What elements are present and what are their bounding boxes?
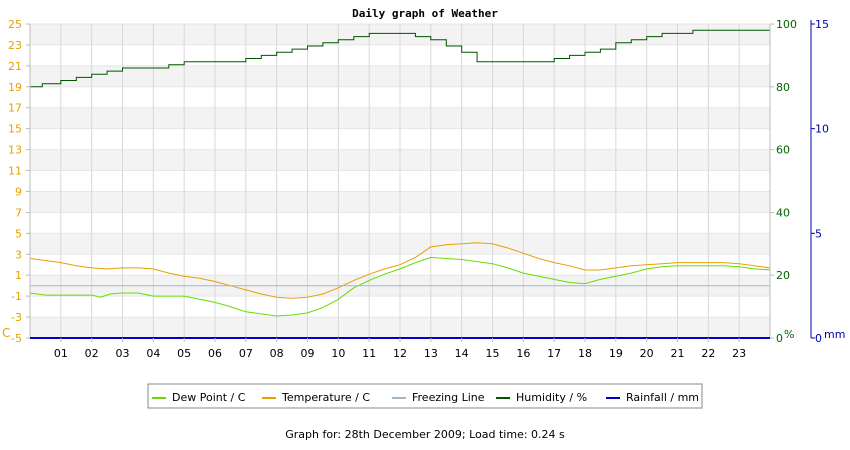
left-tick-label: -1 [11, 290, 22, 303]
x-tick-label: 08 [270, 347, 284, 360]
x-tick-label: 03 [116, 347, 130, 360]
rain-tick-label: 0 [815, 332, 822, 345]
left-tick-label: -5 [11, 332, 22, 345]
x-axis-ticks: 01 02 03 04 05 06 07 08 09 10 11 12 13 14 15 16 17 18 19 20… [54, 338, 746, 360]
humidity-axis-unit: % [784, 328, 794, 341]
series-line-humidity [30, 29, 770, 88]
footer-prefix: Graph for: [285, 428, 345, 441]
humidity-tick-label: 100 [776, 18, 797, 31]
legend-label: Temperature / C [281, 391, 370, 404]
x-tick-label: 21 [671, 347, 685, 360]
x-tick-label: 23 [732, 347, 746, 360]
left-tick-label: 3 [15, 248, 22, 261]
left-tick-label: 7 [15, 206, 22, 219]
footer-status: Graph for: 28th December 2009; Load time… [0, 428, 850, 441]
left-tick-label: 17 [8, 102, 22, 115]
left-axis-ticks: 25 23 21 19 17 15 13 11 9 7 5 3 1 -1 -3 -5 [8, 18, 30, 345]
left-tick-label: 9 [15, 185, 22, 198]
x-tick-label: 14 [455, 347, 469, 360]
rain-tick-label: 10 [815, 123, 829, 136]
humidity-axis-ticks: 100 80 60 40 20 0 [770, 18, 797, 345]
humidity-tick-label: 80 [776, 81, 790, 94]
humidity-tick-label: 20 [776, 269, 790, 282]
legend-label: Freezing Line [412, 391, 485, 404]
series-line-temperature-c [29, 242, 771, 299]
x-tick-label: 19 [609, 347, 623, 360]
x-tick-label: 01 [54, 347, 68, 360]
footer-sep: ; Load time: [461, 428, 532, 441]
x-tick-label: 22 [701, 347, 715, 360]
x-tick-label: 16 [516, 347, 530, 360]
rain-axis-unit: mm [824, 328, 845, 341]
x-tick-label: 09 [301, 347, 315, 360]
legend-label: Dew Point / C [172, 391, 246, 404]
x-tick-label: 13 [424, 347, 438, 360]
x-tick-label: 15 [486, 347, 500, 360]
legend-label: Rainfall / mm [626, 391, 699, 404]
x-tick-label: 04 [146, 347, 160, 360]
footer-load-time: 0.24 s [531, 428, 565, 441]
left-tick-label: 21 [8, 60, 22, 73]
left-tick-label: -3 [11, 311, 22, 324]
gridlines [30, 23, 770, 339]
left-tick-label: 19 [8, 81, 22, 94]
left-tick-label: 5 [15, 227, 22, 240]
x-tick-label: 11 [362, 347, 376, 360]
humidity-tick-label: 60 [776, 144, 790, 157]
left-tick-label: 1 [15, 269, 22, 282]
left-tick-label: 15 [8, 123, 22, 136]
left-tick-label: 25 [8, 18, 22, 31]
x-tick-label: 05 [177, 347, 191, 360]
x-tick-label: 12 [393, 347, 407, 360]
x-tick-label: 20 [640, 347, 654, 360]
x-tick-label: 17 [547, 347, 561, 360]
rain-tick-label: 15 [815, 18, 829, 31]
axis-unit-labels: C% mm [2, 326, 845, 341]
legend: Dew Point / C Temperature / C Freezing Lin… [147, 383, 703, 409]
humidity-tick-label: 0 [776, 332, 783, 345]
humidity-tick-label: 40 [776, 206, 790, 219]
left-tick-label: 13 [8, 144, 22, 157]
rain-tick-label: 5 [815, 227, 822, 240]
left-axis-unit: C [2, 326, 10, 340]
x-tick-label: 06 [208, 347, 222, 360]
chart-title: Daily graph of Weather [352, 7, 498, 20]
left-tick-label: 23 [8, 39, 22, 52]
footer-date: 28th December 2009 [344, 428, 462, 441]
series-line-dew-point-c [29, 256, 771, 317]
x-tick-label: 07 [239, 347, 253, 360]
x-tick-label: 18 [578, 347, 592, 360]
x-tick-label: 02 [85, 347, 99, 360]
legend-label: Humidity / % [516, 391, 587, 404]
x-tick-label: 10 [331, 347, 345, 360]
rain-axis-ticks: 15 10 5 0 [811, 18, 829, 345]
legend-box [147, 383, 703, 409]
left-tick-label: 11 [8, 165, 22, 178]
